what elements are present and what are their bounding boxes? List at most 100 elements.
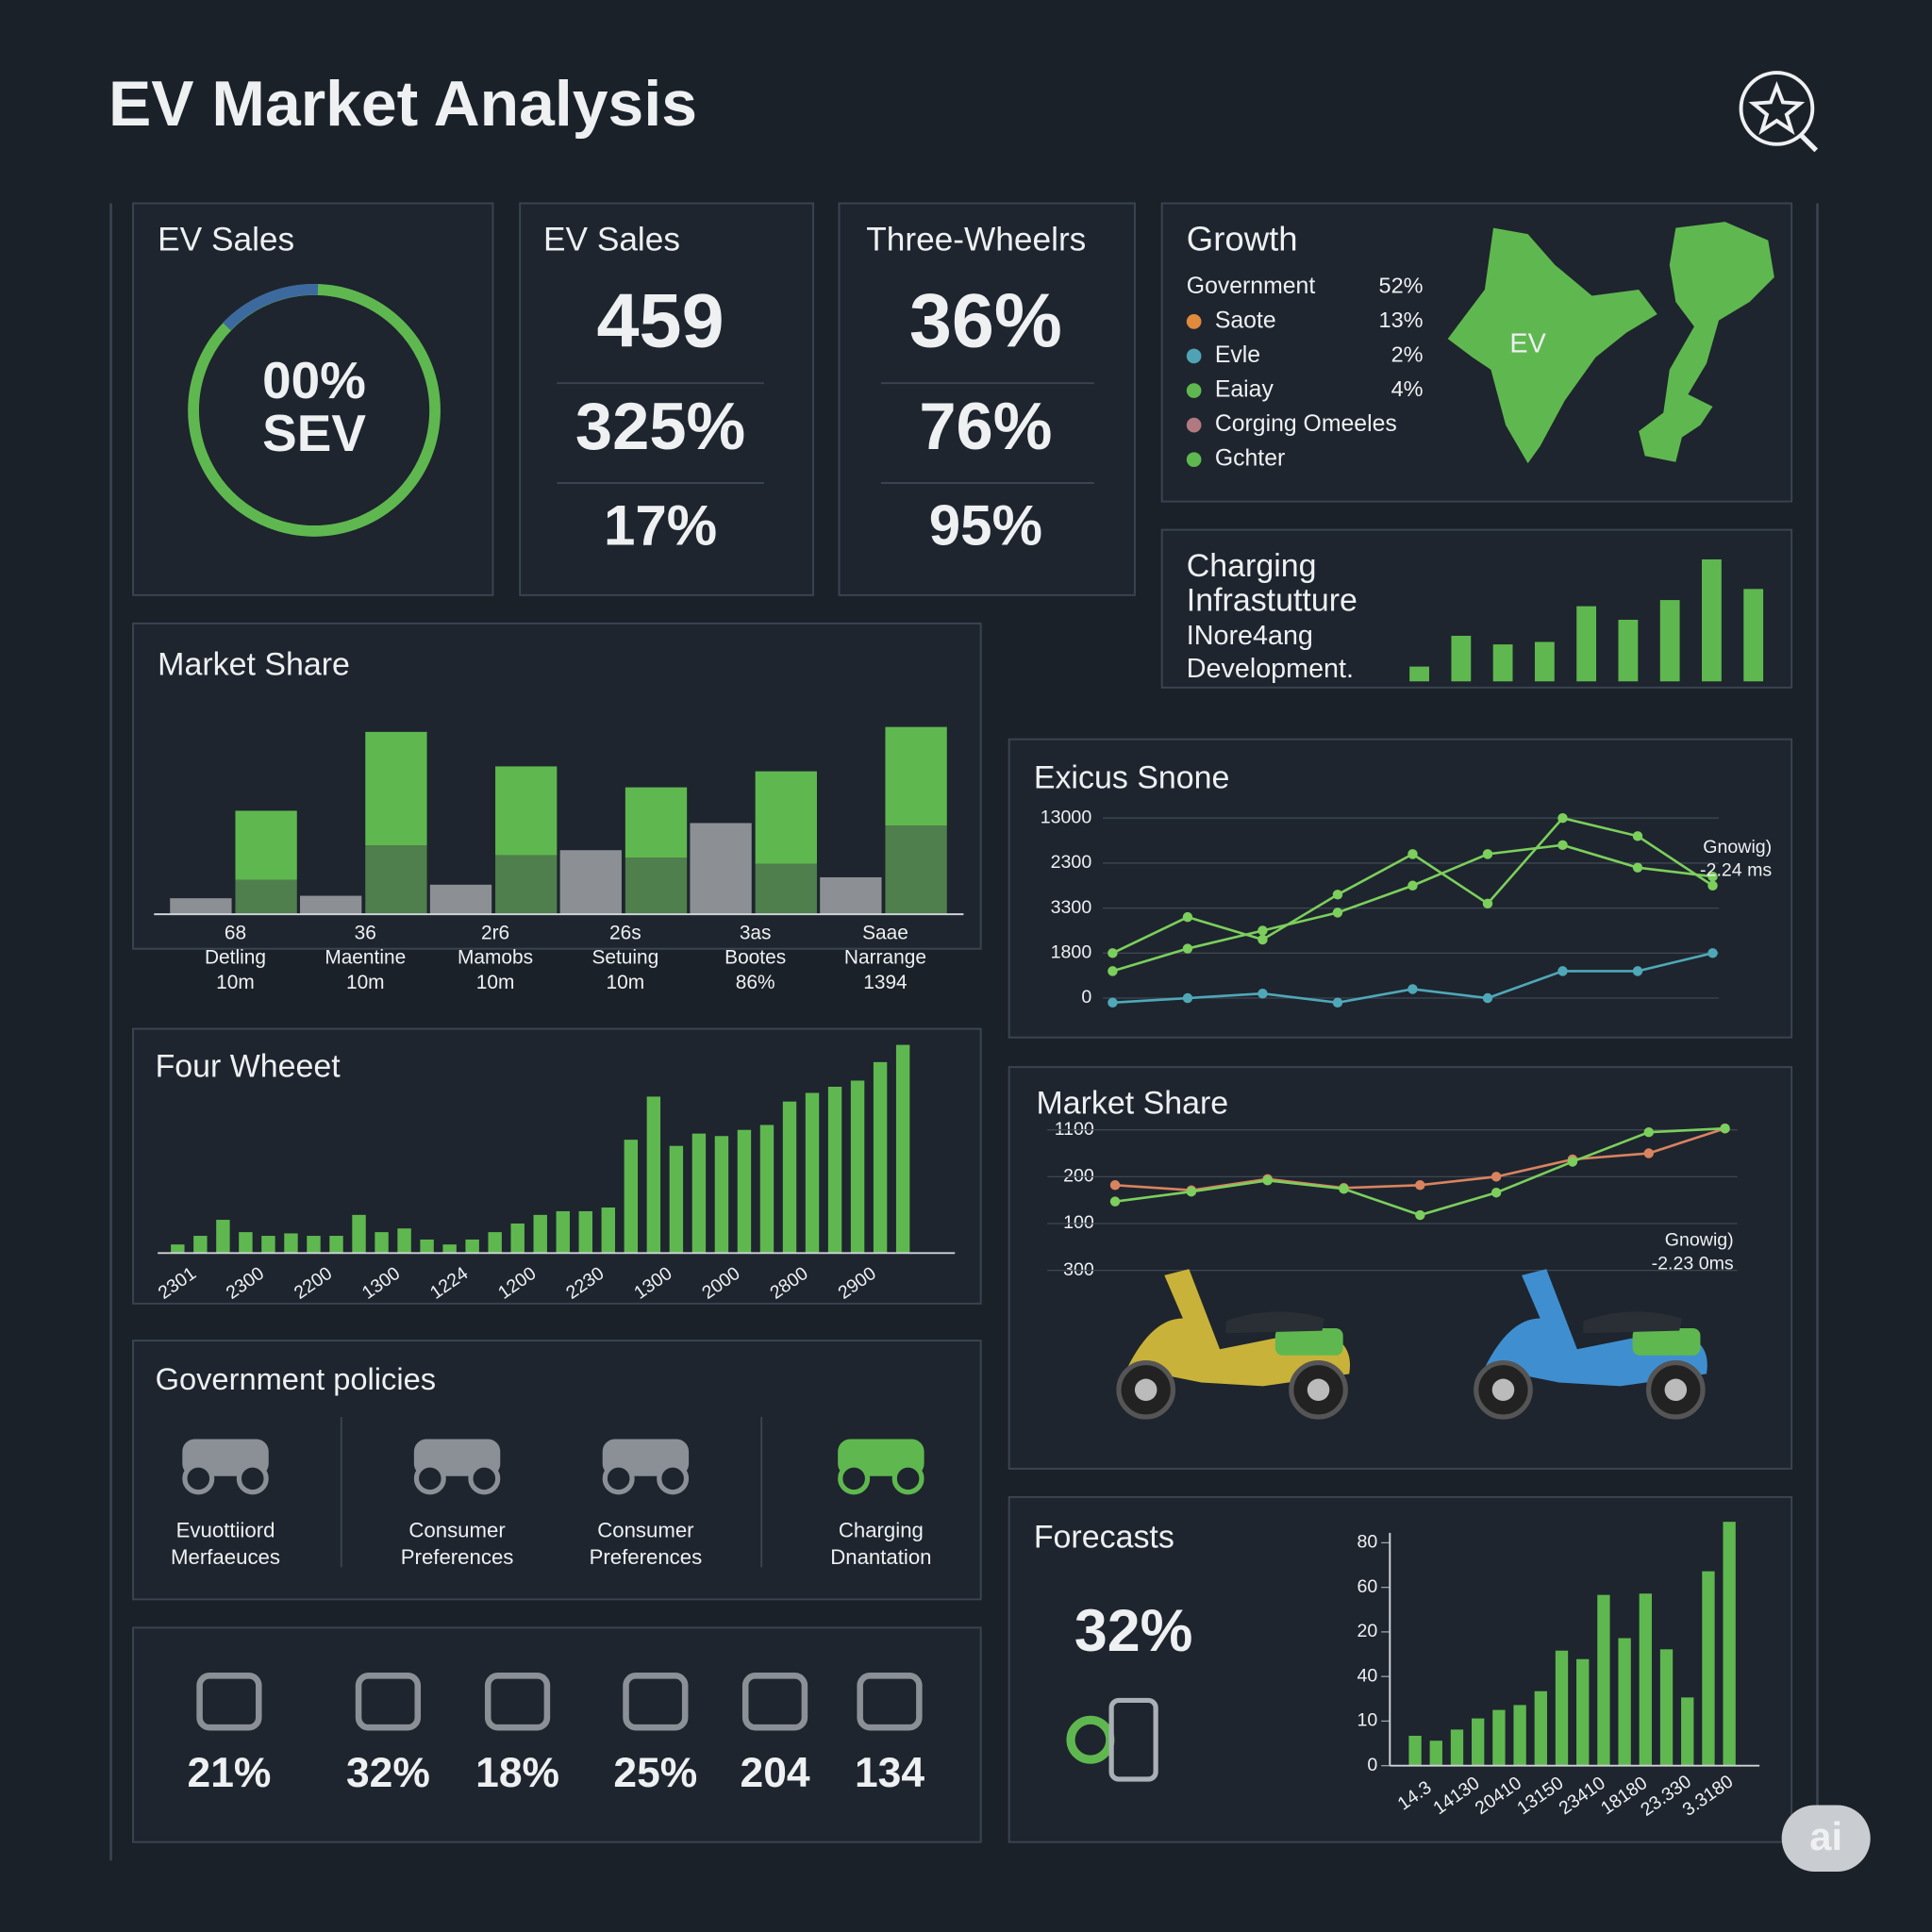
legend-label: Gchter [1215, 446, 1285, 472]
point [1182, 992, 1193, 1004]
chart-subtitle: Development. [1187, 654, 1354, 684]
x-tick-label: Setuing [591, 947, 658, 969]
x-tick-label: Maentine [325, 947, 406, 969]
kpi-value: 325% [575, 389, 745, 463]
bar [1450, 1729, 1464, 1766]
chart-title: Forecasts [1034, 1519, 1174, 1555]
map-shape [1639, 222, 1774, 462]
bar [691, 1133, 707, 1254]
point [1567, 1157, 1578, 1167]
bar [1659, 600, 1680, 682]
point [1557, 812, 1568, 824]
legend-value: 13% [1379, 308, 1424, 332]
y-tick-label: 10 [1357, 1710, 1377, 1731]
bar [624, 1140, 639, 1254]
point [1339, 1184, 1349, 1194]
bar [601, 1208, 616, 1254]
policy-icon [838, 1462, 871, 1495]
bar [885, 825, 947, 915]
panel [838, 202, 1136, 596]
forecast-icon [1108, 1697, 1158, 1782]
bar [559, 850, 622, 915]
scooter-body [1127, 1269, 1351, 1387]
bar [556, 1210, 570, 1254]
point [1632, 862, 1643, 873]
stat-value: 18% [475, 1750, 559, 1796]
point [1108, 997, 1118, 1008]
card-title: EV Sales [158, 221, 294, 258]
bar [352, 1214, 366, 1254]
card-title: Growth [1187, 220, 1298, 258]
panel [132, 1340, 982, 1601]
bar [578, 1210, 592, 1254]
bar [1681, 1697, 1694, 1766]
donut-value: 00% [262, 351, 366, 409]
bar [375, 1232, 389, 1254]
bar [827, 1087, 842, 1254]
bar [495, 766, 558, 856]
page-title: EV Market Analysis [108, 69, 697, 140]
icon-handle [1799, 133, 1819, 153]
bar [495, 855, 558, 915]
chart-title: Market Share [158, 647, 350, 683]
x-tick-label: 2r6 [481, 923, 509, 944]
annotation: -2.24 ms [1700, 860, 1772, 881]
kpi-value: 17% [604, 494, 717, 558]
policy-label: Merfaeuces [171, 1545, 280, 1569]
bar [216, 1220, 230, 1254]
scooter-hub [1307, 1378, 1330, 1402]
scooter-hub [1491, 1378, 1515, 1402]
point [1707, 880, 1718, 891]
legend-value: 52% [1379, 274, 1424, 298]
point [1182, 911, 1193, 923]
forecast-value: 32% [1074, 1598, 1192, 1664]
panel [1008, 738, 1793, 1039]
point [1108, 948, 1118, 958]
donut-arc [223, 284, 319, 331]
scooter-seat [1583, 1311, 1682, 1334]
bar [1639, 1593, 1652, 1766]
scooter-image [1116, 1269, 1351, 1420]
bar [1618, 619, 1639, 682]
policy-icon [182, 1462, 215, 1495]
bar [755, 771, 817, 864]
bar [420, 1239, 434, 1254]
chart-title: Market Share [1036, 1086, 1228, 1122]
point [1332, 890, 1343, 900]
stat-icon [355, 1673, 422, 1731]
bar [1576, 606, 1597, 682]
point [1332, 997, 1343, 1008]
bar [193, 1236, 208, 1254]
bar [1702, 1571, 1715, 1766]
stat-icon [623, 1673, 689, 1731]
panel [1160, 528, 1793, 689]
card-title: EV Sales [543, 221, 680, 258]
bar [533, 1214, 547, 1254]
point [1482, 992, 1493, 1004]
policy-icon [413, 1462, 446, 1495]
bar [510, 1223, 525, 1254]
scooter-image [1474, 1269, 1707, 1420]
x-tick-label: Bootes [724, 947, 786, 969]
chart-subtitle: INore4ang [1187, 621, 1313, 651]
point [1415, 1209, 1425, 1221]
bar [365, 845, 427, 915]
x-tick-label: 10m [476, 972, 515, 993]
bar [329, 1236, 343, 1254]
bar [284, 1233, 298, 1254]
point [1109, 1196, 1121, 1207]
point [1332, 908, 1343, 918]
point [1707, 948, 1718, 958]
map-label: EV [1509, 328, 1546, 358]
bar [235, 810, 297, 880]
point [1482, 898, 1493, 909]
policy-icon [602, 1462, 635, 1495]
bar [1492, 644, 1513, 682]
point [1643, 1126, 1654, 1138]
policy-icon [468, 1462, 501, 1495]
section-title: Government policies [156, 1361, 437, 1396]
bar [850, 1080, 865, 1254]
icon-ring [1739, 71, 1815, 146]
point [1262, 1175, 1273, 1186]
bar [1492, 1709, 1506, 1766]
